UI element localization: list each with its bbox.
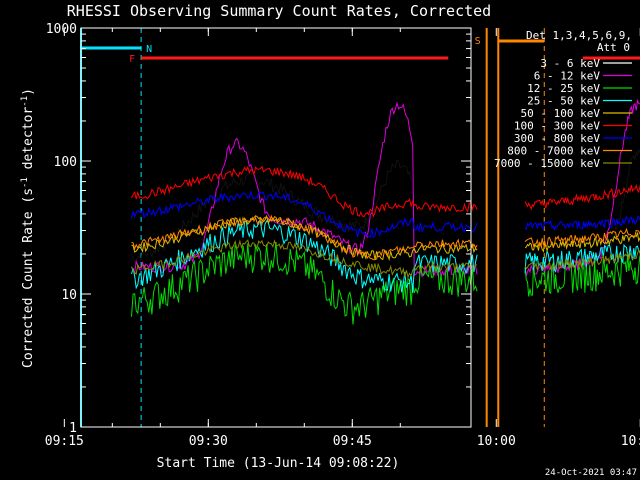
y-tick-label: 1000 [46,22,77,37]
series-line [524,215,640,232]
series-line [131,165,478,218]
series-line [131,190,478,239]
legend-header-2: Att 0 [597,41,630,54]
y-axis-label-mid: detector [21,107,36,178]
flare-flag-label: F [129,54,135,65]
legend-label: 12 - 25 keV [527,82,600,95]
series-line [131,241,478,325]
axis-layer: 110100100009:1509:3009:4510:0010:1510:30… [45,22,640,449]
y-axis-label-end: ) [21,88,36,96]
series-line [524,227,640,248]
y-axis-label-sup1: -1 [20,177,30,188]
x-tick-label: 09:45 [333,434,372,449]
legend-label: 3 - 6 keV [540,57,600,70]
series-line [524,148,640,280]
y-axis-label: Corrected Count Rate (s-1 detector-1) [20,88,36,368]
saa-flag-label: S [475,36,481,47]
x-tick-label: 10:15 [621,434,640,449]
x-tick-label: 09:30 [189,434,228,449]
y-axis-label-sup2: -1 [20,96,30,107]
series-line [524,183,640,211]
series-line [131,214,478,262]
x-tick-label: 09:15 [45,434,84,449]
chart-title: RHESSI Observing Summary Count Rates, Co… [67,2,491,20]
night-flag-label: N [146,44,152,55]
plot-frame [80,27,472,428]
legend-label: 7000 - 15000 keV [494,157,600,170]
series-line [131,239,478,279]
series-line [524,248,640,271]
series-line [524,243,640,274]
series-layer [131,98,640,325]
series-line [131,214,478,261]
series-line [524,98,640,276]
x-tick-label: 10:00 [477,434,516,449]
legend-label: 25 - 50 keV [527,95,600,108]
y-tick-label: 10 [61,288,77,303]
legend-label: 800 - 7000 keV [507,145,600,158]
y-axis-label-main: Corrected Count Rate (s [21,188,36,368]
legend-label: 6 - 12 keV [534,70,601,83]
series-line [131,219,478,293]
y-tick-label: 100 [54,155,77,170]
y-tick-label: 1 [69,421,77,436]
series-line [524,232,640,253]
legend-label: 100 - 300 keV [514,120,600,133]
legend-header-1: Det 1,3,4,5,6,9, [526,29,632,42]
timestamp: 24-Oct-2021 03:47 [545,468,637,478]
legend-label: 50 - 100 keV [521,107,601,120]
x-axis-label: Start Time (13-Jun-14 09:08:22) [157,456,400,471]
legend-label: 300 - 800 keV [514,132,600,145]
